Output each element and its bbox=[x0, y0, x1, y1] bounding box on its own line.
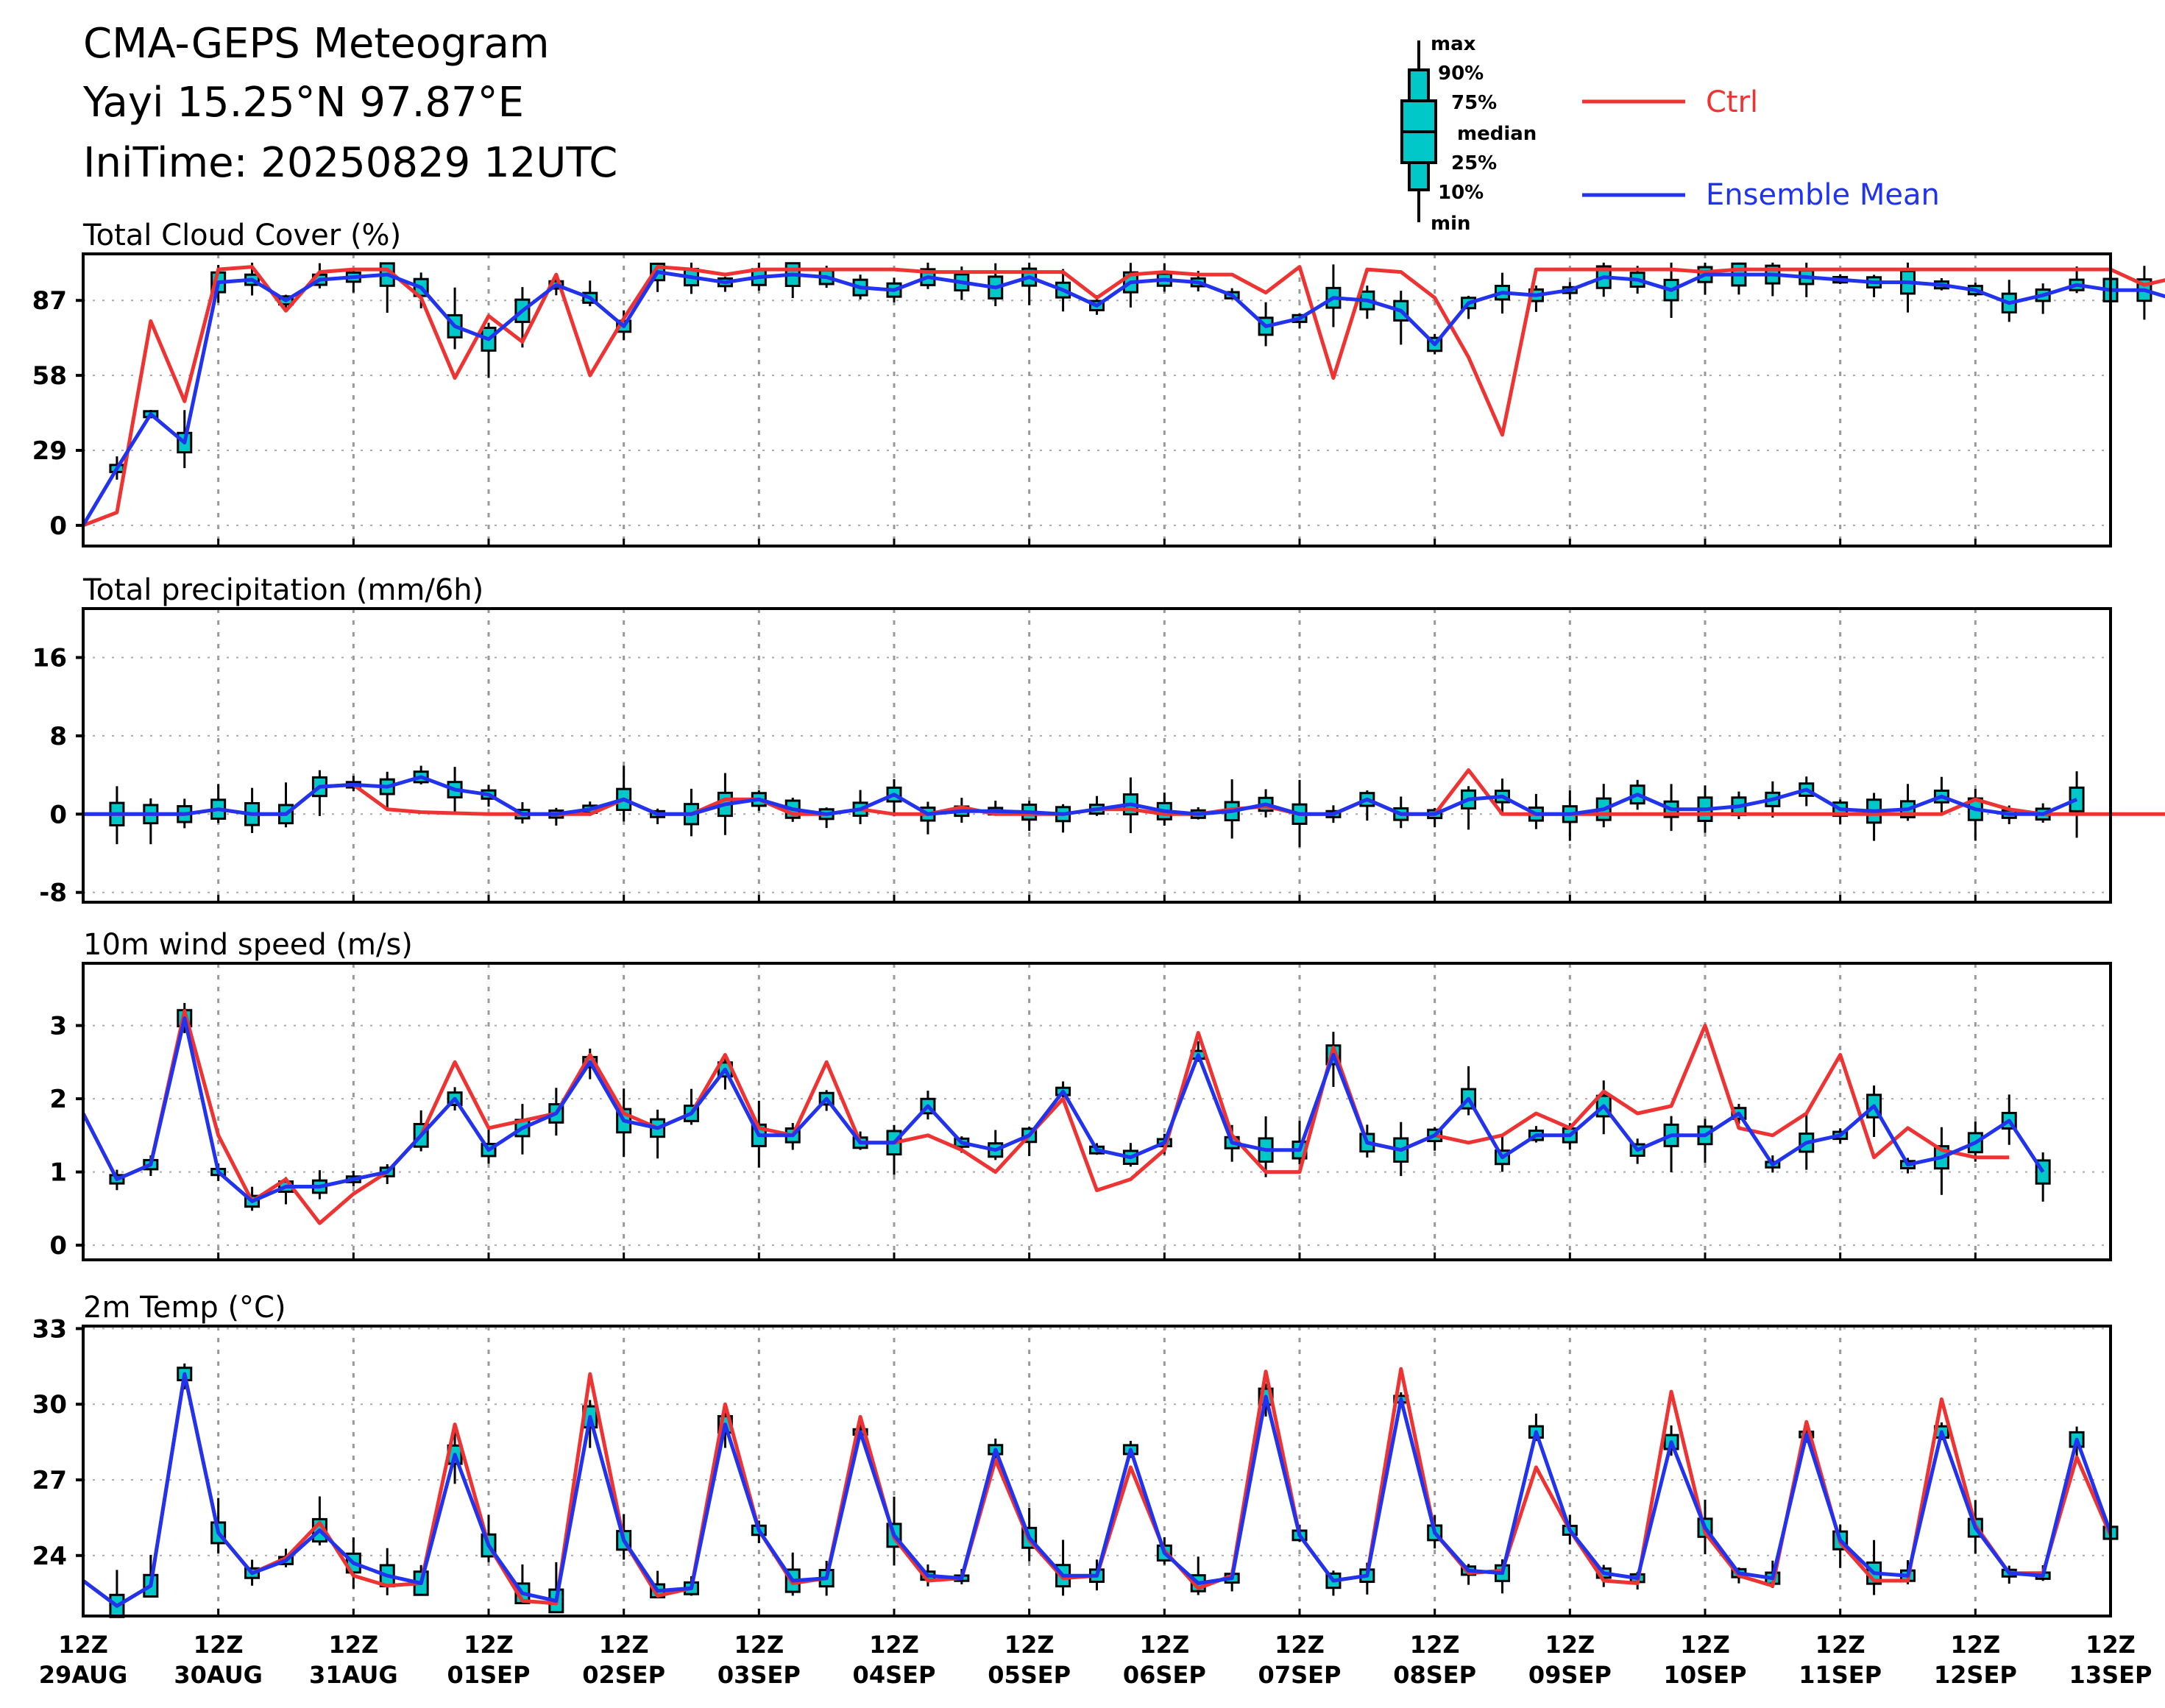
x-tick-label-time: 12Z bbox=[58, 1631, 108, 1659]
panel-wind-speed: 10m wind speed (m/s) 0 1 2 3 bbox=[49, 928, 2112, 1261]
x-tick-label-time: 12Z bbox=[1950, 1631, 2000, 1659]
init-time-label: IniTime: 20250829 12UTC bbox=[83, 139, 617, 187]
y-tick-label: 33 bbox=[32, 1314, 67, 1344]
x-tick-label-time: 12Z bbox=[869, 1631, 919, 1659]
x-tick-label-date: 13SEP bbox=[2069, 1661, 2152, 1689]
x-tick-label-date: 08SEP bbox=[1393, 1661, 1476, 1689]
panel-title-precipitation: Total precipitation (mm/6h) bbox=[82, 573, 483, 607]
ensemble-mean-series-line bbox=[81, 1016, 2045, 1203]
location-label: Yayi 15.25°N 97.87°E bbox=[82, 79, 524, 127]
x-tick-label-date: 12SEP bbox=[1934, 1661, 2017, 1689]
legend-p75: 75% bbox=[1451, 92, 1497, 114]
x-tick-label-time: 12Z bbox=[599, 1631, 649, 1659]
x-tick-label-date: 02SEP bbox=[582, 1661, 665, 1689]
x-tick-label-date: 31AUG bbox=[309, 1661, 398, 1689]
x-tick-label-date: 05SEP bbox=[988, 1661, 1071, 1689]
x-tick-label-time: 12Z bbox=[734, 1631, 784, 1659]
y-tick-label: 29 bbox=[32, 436, 67, 466]
panel-title-temperature: 2m Temp (°C) bbox=[83, 1291, 286, 1325]
x-tick-label-date: 03SEP bbox=[717, 1661, 801, 1689]
y-tick-label: 87 bbox=[32, 286, 67, 316]
x-tick-label-time: 12Z bbox=[1139, 1631, 1189, 1659]
x-axis: 12Z29AUG12Z30AUG12Z31AUG12Z01SEP12Z02SEP… bbox=[39, 1631, 2152, 1689]
x-tick-label-date: 07SEP bbox=[1258, 1661, 1342, 1689]
x-tick-label-date: 04SEP bbox=[853, 1661, 936, 1689]
x-tick-label-date: 30AUG bbox=[174, 1661, 263, 1689]
x-tick-label-time: 12Z bbox=[2086, 1631, 2136, 1659]
x-tick-label-time: 12Z bbox=[1545, 1631, 1595, 1659]
panel-temperature: 2m Temp (°C) 24 27 30 33 bbox=[32, 1291, 2119, 1618]
ensemble-mean-series-line bbox=[82, 1372, 2113, 1608]
x-tick-label-time: 12Z bbox=[1275, 1631, 1325, 1659]
x-tick-label-time: 12Z bbox=[1680, 1631, 1730, 1659]
legend-mean-label: Ensemble Mean bbox=[1706, 178, 1940, 212]
panel-title-wind-speed: 10m wind speed (m/s) bbox=[83, 928, 413, 962]
ensemble-mean-series-line bbox=[81, 270, 2165, 527]
legend-max: max bbox=[1431, 33, 1476, 55]
x-tick-label-time: 12Z bbox=[1004, 1631, 1055, 1659]
y-tick-label: 2 bbox=[49, 1085, 67, 1114]
x-tick-label-date: 29AUG bbox=[39, 1661, 128, 1689]
y-tick-label: -8 bbox=[39, 879, 67, 908]
x-tick-label-time: 12Z bbox=[464, 1631, 514, 1659]
legend-p25: 25% bbox=[1451, 152, 1497, 174]
ensemble-mean-series-line bbox=[83, 775, 2078, 816]
y-tick-label: 27 bbox=[32, 1466, 67, 1495]
y-tick-label: 3 bbox=[49, 1012, 67, 1041]
y-tick-label: 8 bbox=[49, 722, 67, 751]
x-tick-label-date: 01SEP bbox=[447, 1661, 531, 1689]
legend-min: min bbox=[1431, 213, 1471, 235]
legend-ctrl-label: Ctrl bbox=[1706, 85, 1758, 119]
y-tick-label: 0 bbox=[49, 1231, 67, 1261]
box-legend-glyph bbox=[1400, 40, 1437, 222]
x-tick-label-time: 12Z bbox=[1410, 1631, 1460, 1659]
y-tick-label: 1 bbox=[49, 1158, 67, 1188]
x-tick-label-date: 10SEP bbox=[1664, 1661, 1747, 1689]
panel-cloud-cover: Total Cloud Cover (%) 0 29 58 87 bbox=[32, 219, 2165, 548]
y-tick-label: 24 bbox=[32, 1542, 67, 1571]
x-tick-label-date: 11SEP bbox=[1799, 1661, 1882, 1689]
x-tick-label-time: 12Z bbox=[328, 1631, 378, 1659]
x-tick-label-time: 12Z bbox=[1815, 1631, 1865, 1659]
y-tick-label: 16 bbox=[32, 644, 67, 673]
y-tick-label: 30 bbox=[32, 1390, 67, 1420]
panel-precipitation: Total precipitation (mm/6h) -8 0 8 16 bbox=[32, 573, 2165, 908]
legend-p90: 90% bbox=[1438, 63, 1484, 85]
legend-p10: 10% bbox=[1438, 182, 1484, 204]
x-tick-label-date: 09SEP bbox=[1528, 1661, 1612, 1689]
ensemble-box bbox=[2035, 1152, 2051, 1202]
legend-median: median bbox=[1457, 123, 1537, 145]
x-tick-label-date: 06SEP bbox=[1123, 1661, 1206, 1689]
ctrl-series-line bbox=[83, 768, 2165, 816]
ensemble-box bbox=[177, 410, 193, 469]
ctrl-series-line bbox=[82, 265, 2165, 528]
y-tick-label: 58 bbox=[32, 361, 67, 391]
legend: max 90% 75% median 25% 10% min Ctrl Ense… bbox=[1400, 33, 1940, 235]
x-tick-label-time: 12Z bbox=[194, 1631, 244, 1659]
panel-title-cloud-cover: Total Cloud Cover (%) bbox=[82, 219, 401, 252]
y-tick-label: 0 bbox=[49, 511, 67, 541]
y-tick-label: 0 bbox=[49, 800, 67, 829]
chart-title: CMA-GEPS Meteogram bbox=[83, 20, 550, 68]
